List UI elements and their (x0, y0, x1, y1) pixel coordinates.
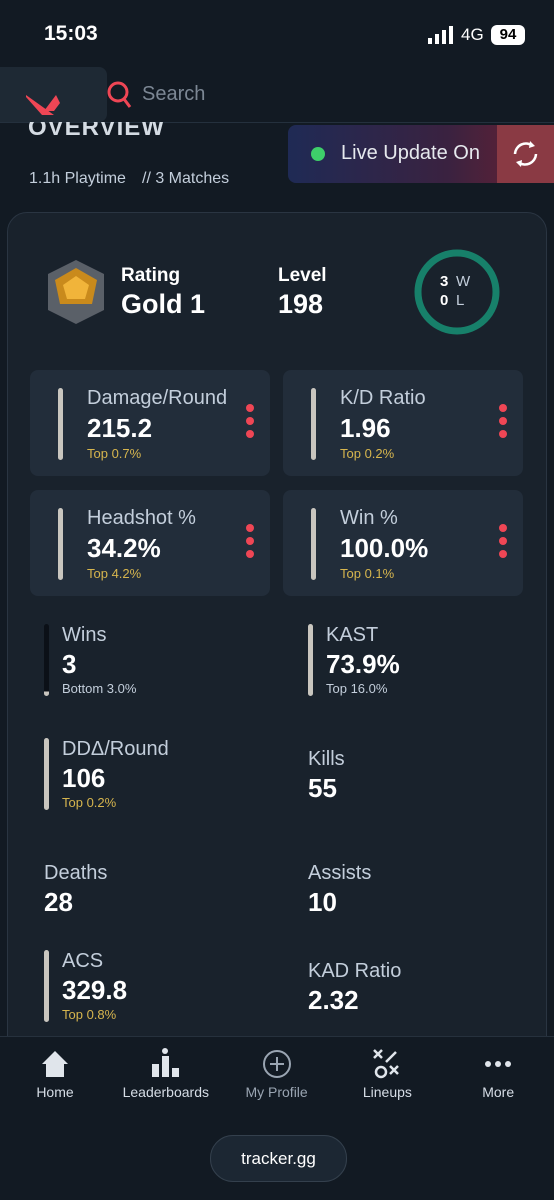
nav-label[interactable]: Lineups (362, 1084, 412, 1100)
overview-title: OVERVIEW (28, 114, 165, 141)
stat-rank: Top 0.2% (340, 446, 395, 461)
losses-count: 0 (440, 292, 449, 309)
stat-label: Headshot % (87, 507, 196, 529)
stat-value: 10 (308, 887, 337, 917)
stat-bar (311, 508, 316, 580)
stat-card[interactable] (30, 370, 270, 476)
stat-bar (308, 624, 313, 696)
live-update-label: Live Update On (341, 142, 480, 164)
stat-value: 34.2% (87, 533, 161, 563)
level-label: Level (278, 265, 327, 286)
network-type: 4G (461, 25, 484, 44)
battery: 94 (491, 25, 525, 45)
stat-label: Deaths (44, 862, 108, 884)
losses-label: L (456, 292, 465, 309)
stat-label: Wins (62, 624, 107, 646)
stat-label: Damage/Round (87, 387, 228, 409)
logo (26, 95, 60, 115)
stat-value: 329.8 (62, 975, 128, 1005)
stat-rank: Top 0.2% (62, 795, 117, 810)
stat-rank: Top 0.1% (340, 566, 395, 581)
nav-label[interactable]: Leaderboards (122, 1084, 209, 1100)
stat-bar (58, 388, 63, 460)
stat-rank: Bottom 3.0% (62, 681, 137, 696)
stat-value: 2.32 (308, 985, 359, 1015)
stat-label: Assists (308, 862, 372, 884)
stat-bar (44, 738, 49, 810)
stat-label: Win % (340, 507, 398, 529)
stat-bar (44, 624, 49, 696)
rating-label: Rating (121, 265, 181, 286)
menu-dots[interactable] (246, 404, 254, 443)
logo-button[interactable] (0, 67, 107, 122)
refresh-button[interactable] (497, 125, 554, 183)
header-divider (0, 122, 554, 123)
wins-label: W (456, 273, 471, 290)
stat-value: 106 (62, 763, 106, 793)
nav-icons (42, 1048, 511, 1079)
matches: // 3 Matches (142, 170, 230, 187)
live-update-bar: Live Update On (288, 125, 554, 183)
nav-label[interactable]: My Profile (245, 1084, 308, 1100)
stat-value: 55 (308, 773, 337, 803)
search-icon[interactable] (106, 80, 132, 110)
menu-dots[interactable] (499, 524, 507, 563)
stat-bar (311, 388, 316, 460)
stat-label: Kills (308, 748, 345, 770)
stat-card[interactable] (283, 370, 523, 476)
stat-rank: Top 0.8% (62, 1007, 117, 1022)
stat-bar (58, 508, 63, 580)
stat-label: KAST (326, 624, 379, 646)
stat-value: 73.9% (326, 649, 400, 679)
stat-rank: Top 4.2% (87, 566, 142, 581)
wins-count: 3 (440, 273, 449, 290)
stat-rank: Top 16.0% (326, 681, 388, 696)
nav-label[interactable]: More (482, 1084, 515, 1100)
nav-label[interactable]: Home (36, 1084, 74, 1100)
signal-icon (428, 26, 453, 44)
overview-card (7, 212, 547, 1074)
live-dot (311, 147, 325, 161)
stat-label: KAD Ratio (308, 960, 402, 982)
stat-card[interactable] (30, 490, 270, 596)
stat-rank: Top 0.7% (87, 446, 142, 461)
stat-value: 1.96 (340, 413, 391, 443)
stat-value: 28 (44, 887, 73, 917)
url-pill[interactable]: tracker.gg (210, 1135, 347, 1182)
stat-value: 215.2 (87, 413, 153, 443)
menu-dots[interactable] (499, 404, 507, 443)
rank-icon (48, 260, 104, 324)
stat-label: K/D Ratio (340, 387, 426, 409)
status-time: 15:03 (44, 22, 98, 45)
refresh-icon (513, 141, 538, 167)
win-loss-ring (414, 249, 500, 335)
menu-dots[interactable] (246, 524, 254, 563)
stat-label: ACS (62, 950, 104, 972)
stat-value: 3 (62, 649, 77, 679)
stat-value: 100.0% (340, 533, 429, 563)
level: 198 (278, 289, 324, 319)
rating: Gold 1 (121, 289, 206, 319)
stat-bar (44, 950, 49, 1022)
search-input[interactable]: Search (142, 83, 206, 105)
playtime: 1.1h Playtime (29, 170, 126, 187)
stat-card[interactable] (283, 490, 523, 596)
stat-label: DDΔ/Round (62, 738, 169, 760)
